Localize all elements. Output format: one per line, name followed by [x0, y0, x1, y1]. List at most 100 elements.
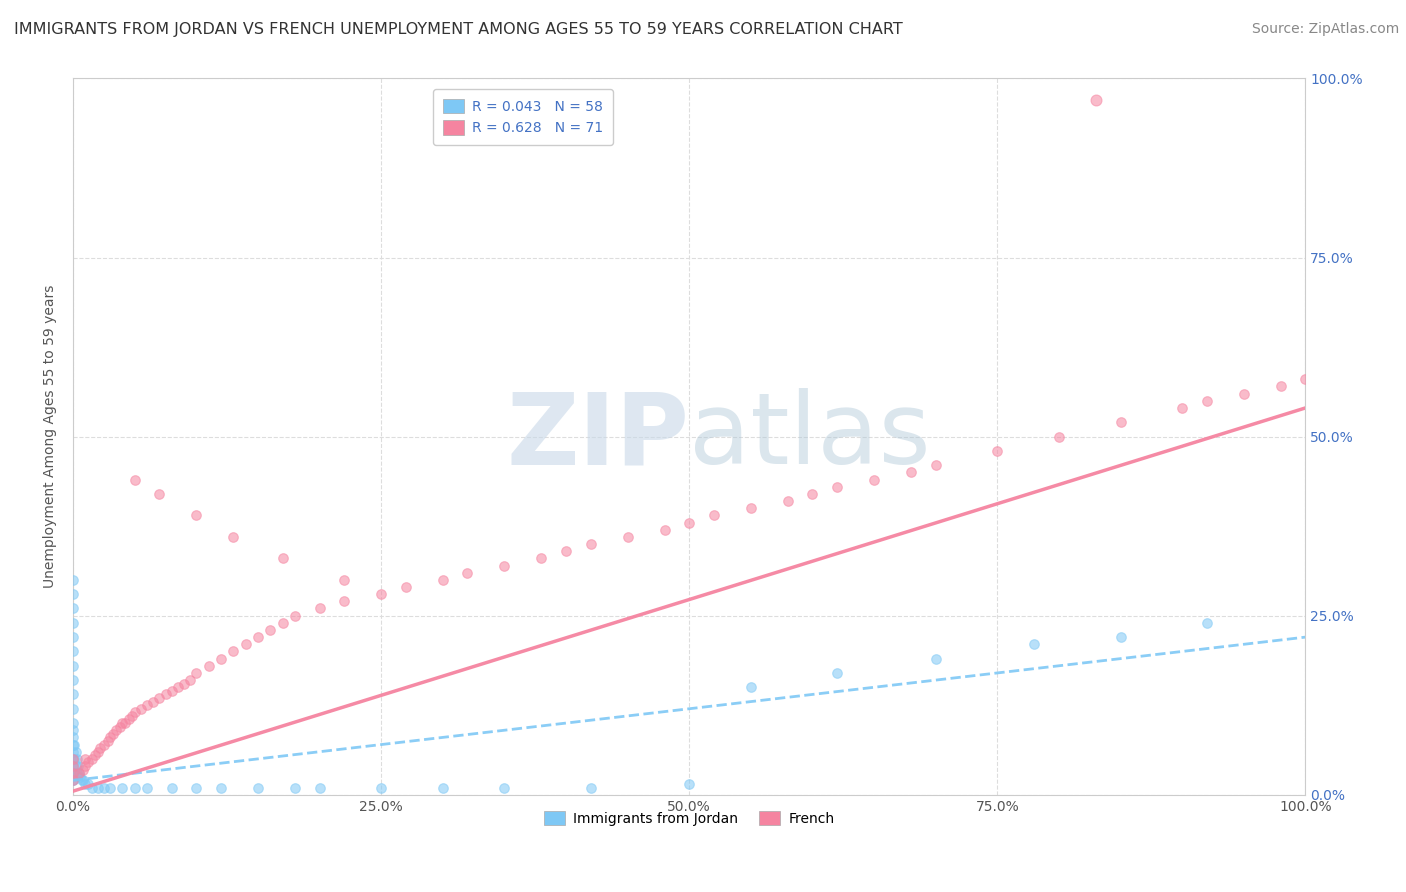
Point	[776, 494, 799, 508]
Point	[579, 537, 602, 551]
Point	[432, 573, 454, 587]
Point	[62, 752, 84, 766]
Point	[148, 487, 170, 501]
Point	[222, 644, 245, 658]
Point	[1294, 372, 1316, 386]
Point	[370, 587, 392, 601]
Point	[62, 766, 84, 780]
Y-axis label: Unemployment Among Ages 55 to 59 years: Unemployment Among Ages 55 to 59 years	[44, 285, 58, 589]
Point	[136, 698, 159, 713]
Point	[66, 766, 89, 780]
Point	[62, 601, 84, 615]
Point	[77, 777, 100, 791]
Point	[1233, 386, 1256, 401]
Point	[101, 727, 124, 741]
Point	[173, 676, 195, 690]
Point	[160, 780, 183, 795]
Point	[111, 716, 134, 731]
Point	[69, 770, 91, 784]
Point	[80, 780, 103, 795]
Point	[117, 713, 139, 727]
Point	[222, 530, 245, 544]
Point	[579, 780, 602, 795]
Point	[63, 766, 86, 780]
Point	[62, 615, 84, 630]
Point	[740, 501, 762, 516]
Point	[530, 551, 553, 566]
Point	[75, 752, 97, 766]
Point	[1047, 429, 1070, 443]
Point	[1171, 401, 1194, 415]
Point	[678, 777, 700, 791]
Point	[124, 780, 146, 795]
Point	[87, 745, 110, 759]
Point	[925, 458, 948, 473]
Point	[62, 773, 84, 788]
Point	[63, 752, 86, 766]
Point	[62, 723, 84, 738]
Point	[84, 748, 107, 763]
Point	[75, 759, 97, 773]
Point	[72, 773, 94, 788]
Point	[62, 702, 84, 716]
Point	[395, 580, 418, 594]
Text: atlas: atlas	[689, 388, 931, 485]
Point	[333, 573, 356, 587]
Point	[62, 688, 84, 702]
Point	[246, 780, 269, 795]
Point	[77, 756, 100, 770]
Point	[740, 680, 762, 694]
Point	[66, 752, 89, 766]
Point	[555, 544, 578, 558]
Point	[456, 566, 478, 580]
Point	[80, 752, 103, 766]
Point	[142, 695, 165, 709]
Point	[197, 658, 219, 673]
Point	[654, 523, 676, 537]
Point	[494, 780, 516, 795]
Point	[148, 691, 170, 706]
Point	[1270, 379, 1292, 393]
Point	[432, 780, 454, 795]
Point	[246, 630, 269, 644]
Point	[62, 745, 84, 759]
Point	[863, 473, 886, 487]
Point	[825, 665, 848, 680]
Point	[900, 466, 922, 480]
Point	[1109, 415, 1132, 429]
Point	[160, 683, 183, 698]
Point	[121, 709, 143, 723]
Point	[801, 487, 824, 501]
Point	[62, 773, 84, 788]
Point	[284, 608, 307, 623]
Point	[62, 673, 84, 687]
Point	[616, 530, 638, 544]
Point	[129, 702, 152, 716]
Point	[62, 738, 84, 752]
Point	[62, 644, 84, 658]
Point	[271, 615, 294, 630]
Point	[111, 780, 134, 795]
Point	[271, 551, 294, 566]
Point	[72, 763, 94, 777]
Point	[678, 516, 700, 530]
Point	[75, 777, 97, 791]
Point	[703, 508, 725, 523]
Point	[1084, 93, 1107, 107]
Point	[62, 716, 84, 731]
Point	[63, 738, 86, 752]
Point	[209, 651, 232, 665]
Point	[70, 773, 93, 788]
Point	[124, 706, 146, 720]
Point	[155, 688, 177, 702]
Text: Source: ZipAtlas.com: Source: ZipAtlas.com	[1251, 22, 1399, 37]
Point	[1195, 615, 1218, 630]
Point	[284, 780, 307, 795]
Point	[62, 630, 84, 644]
Point	[93, 780, 115, 795]
Point	[1195, 393, 1218, 408]
Point	[108, 720, 131, 734]
Point	[62, 752, 84, 766]
Text: ZIP: ZIP	[506, 388, 689, 485]
Point	[1024, 637, 1046, 651]
